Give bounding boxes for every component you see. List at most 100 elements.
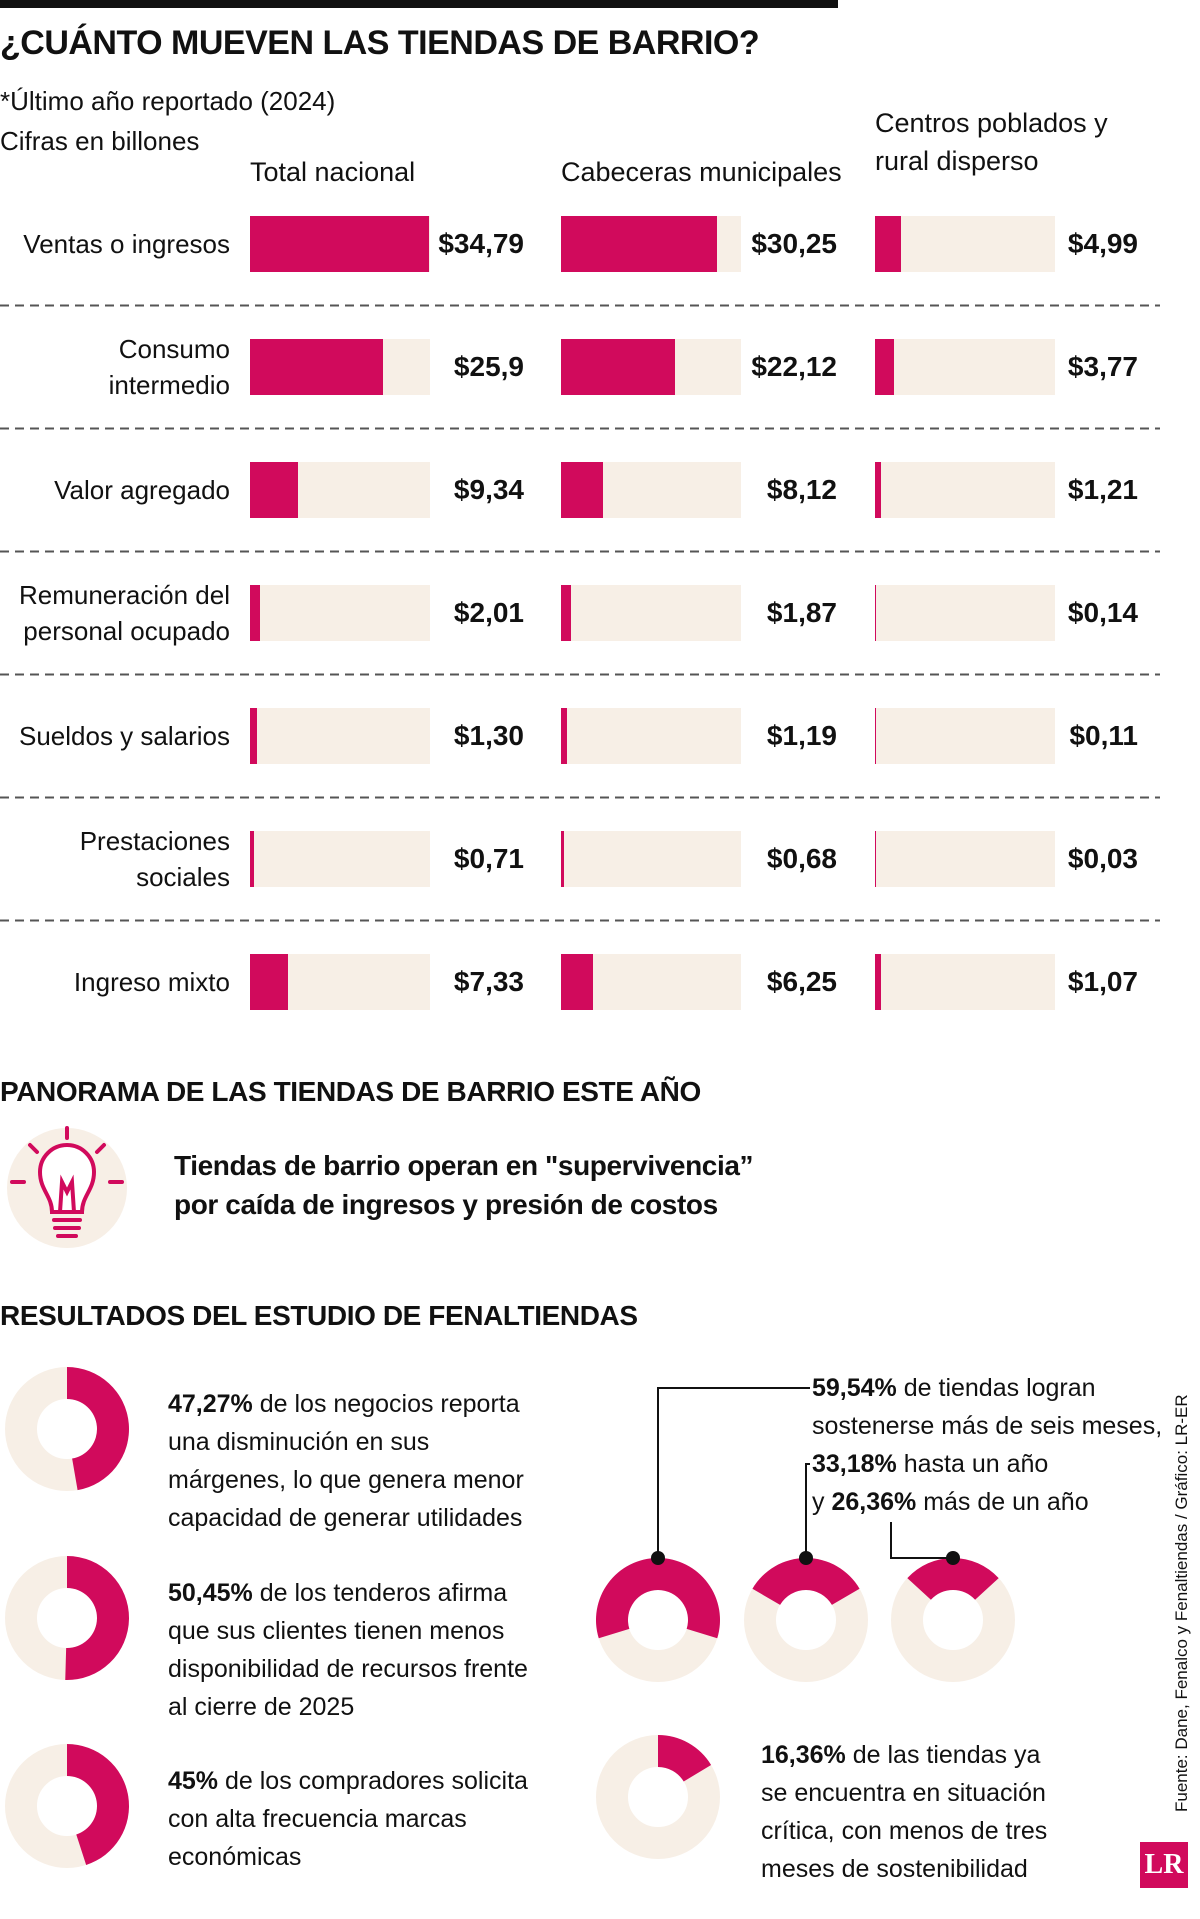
value-label: $25,9: [453, 351, 524, 382]
donut-segment: [752, 1557, 860, 1605]
bar-track: [561, 462, 741, 518]
bar-track: [561, 339, 741, 395]
value-label: $2,01: [453, 597, 524, 628]
value-label: $9,34: [453, 474, 524, 505]
column-header: Cabeceras municipales: [561, 157, 842, 187]
value-label: $0,68: [766, 843, 837, 874]
value-label: $1,21: [1067, 474, 1138, 505]
donut-segment: [907, 1557, 999, 1600]
description: más de un año: [923, 1488, 1089, 1516]
bar: [250, 585, 261, 641]
connector: [657, 1387, 810, 1558]
value-label: $0,11: [1069, 720, 1138, 751]
bar-track: [561, 831, 741, 887]
bar: [875, 954, 881, 1010]
donut-segment: [67, 1744, 129, 1865]
bar: [250, 831, 254, 887]
connector-dot: [799, 1551, 813, 1565]
connector: [805, 1463, 810, 1558]
category-label: Remuneración del personal ocupado: [18, 580, 230, 646]
value-label: $0,03: [1067, 843, 1138, 874]
bar-track: [250, 954, 430, 1010]
panorama-text: por caída de ingresos y presión de costo…: [174, 1189, 718, 1220]
bar-track: [250, 585, 430, 641]
highlight-value: 26,36%: [831, 1488, 917, 1516]
sustain-line: 59,54% de tiendas logran sostenerse más …: [812, 1369, 1172, 1445]
donut-segment: [658, 1735, 712, 1782]
description: de tiendas logran sostenerse más de seis…: [812, 1374, 1163, 1440]
bar-track: [250, 831, 430, 887]
bar: [875, 585, 876, 641]
highlight-value: 45%: [168, 1767, 219, 1795]
bar: [561, 831, 565, 887]
donut-segment: [596, 1558, 720, 1639]
description: hasta un año: [903, 1450, 1049, 1478]
value-label: $6,25: [766, 966, 837, 997]
bar-track: [250, 216, 430, 272]
bar: [561, 954, 594, 1010]
section-title: PANORAMA DE LAS TIENDAS DE BARRIO ESTE A…: [0, 1076, 701, 1107]
bar: [875, 708, 876, 764]
value-label: $4,99: [1067, 228, 1138, 259]
connector-dot: [946, 1551, 960, 1565]
sustain-line: 33,18% hasta un año: [812, 1445, 1172, 1483]
bar: [875, 462, 882, 518]
value-label: $1,30: [453, 720, 524, 751]
bar: [561, 708, 568, 764]
sustain-line: y 26,36% más de un año: [812, 1483, 1172, 1521]
note: Cifras en billones: [0, 126, 200, 156]
bar-track: [250, 462, 430, 518]
text-prefix: y: [812, 1488, 825, 1516]
bar-track: [250, 708, 430, 764]
donut-text: 45% de los compradores solicita con alta…: [168, 1762, 548, 1876]
category-label: Prestaciones sociales: [79, 826, 230, 892]
highlight-value: 59,54%: [812, 1374, 897, 1402]
donut-segment: [65, 1556, 129, 1680]
highlight-value: 47,27%: [168, 1390, 253, 1418]
value-label: $0,71: [453, 843, 524, 874]
bar: [561, 585, 571, 641]
bar-track: [250, 339, 430, 395]
description: de las tiendas ya se encuentra en situac…: [761, 1741, 1048, 1883]
bar-track: [875, 339, 1055, 395]
bar-track: [875, 216, 1055, 272]
bar-track: [875, 585, 1055, 641]
connector-dot: [651, 1551, 665, 1565]
sustain-text: 59,54% de tiendas logran sostenerse más …: [812, 1369, 1172, 1521]
bar: [561, 339, 675, 395]
bar: [875, 339, 895, 395]
value-label: $30,25: [751, 228, 837, 259]
logo: LR: [1140, 1842, 1188, 1888]
bar-track: [875, 462, 1055, 518]
bar-track: [561, 585, 741, 641]
column-header: Centros poblados y rural disperso: [875, 108, 1108, 176]
chart-title: ¿CUÁNTO MUEVEN LAS TIENDAS DE BARRIO?: [0, 24, 760, 62]
bar-track: [875, 831, 1055, 887]
value-label: $22,12: [751, 351, 837, 382]
bar: [250, 708, 257, 764]
bar: [875, 216, 901, 272]
value-label: $3,77: [1067, 351, 1138, 382]
donut-segment: [67, 1367, 130, 1491]
description: de los compradores solicita con alta fre…: [168, 1767, 528, 1871]
value-label: $1,07: [1067, 966, 1138, 997]
bar-track: [875, 708, 1055, 764]
donut-text: 47,27% de los negocios reporta una dismi…: [168, 1385, 548, 1537]
value-label: $8,12: [766, 474, 837, 505]
column-header: Total nacional: [250, 157, 416, 187]
bar-track: [561, 954, 741, 1010]
bulb-icon: [7, 1126, 127, 1248]
bar: [561, 462, 603, 518]
value-label: $1,87: [766, 597, 837, 628]
top-rule: [0, 0, 838, 8]
bar: [250, 462, 299, 518]
note: *Último año reportado (2024): [0, 86, 336, 116]
value-label: $0,14: [1067, 597, 1138, 628]
bar-track: [875, 954, 1055, 1010]
highlight-value: 50,45%: [168, 1579, 253, 1607]
bar: [250, 216, 429, 272]
value-label: $7,33: [453, 966, 524, 997]
source: Fuente: Dane, Fenalco y Fenaltiendas / G…: [1172, 1394, 1191, 1812]
